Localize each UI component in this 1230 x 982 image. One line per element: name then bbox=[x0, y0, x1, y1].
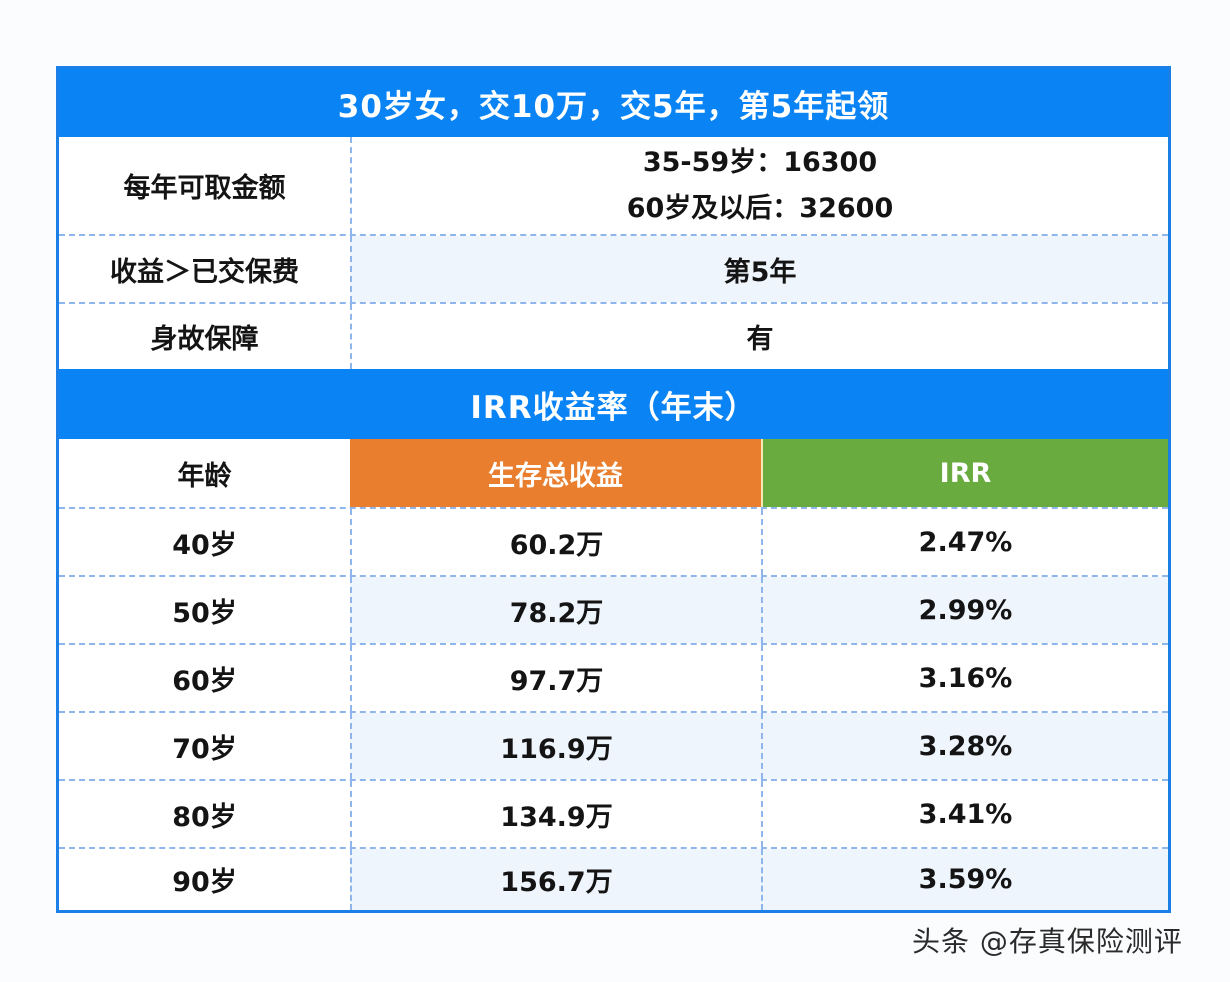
table-row: 70岁 116.9万 3.28% bbox=[59, 711, 1168, 779]
table-row: 40岁 60.2万 2.47% bbox=[59, 507, 1168, 575]
summary-value: 35-59岁：16300 60岁及以后：32600 bbox=[350, 137, 1168, 234]
irr-header-row: 年龄 生存总收益 IRR bbox=[59, 439, 1168, 507]
age-cell: 80岁 bbox=[172, 801, 237, 833]
summary-value: 第5年 bbox=[350, 236, 1168, 302]
summary-label: 收益＞已交保费 bbox=[110, 256, 299, 288]
header-total-return: 生存总收益 bbox=[350, 439, 761, 507]
age-cell: 90岁 bbox=[172, 867, 237, 898]
total-cell: 156.7万 bbox=[350, 849, 761, 910]
summary-row-breakeven: 收益＞已交保费 第5年 bbox=[59, 234, 1168, 302]
watermark: 头条 @存真保险测评 bbox=[912, 925, 1183, 958]
total-cell: 78.2万 bbox=[350, 577, 761, 643]
irr-section-title-text: IRR收益率（年末） bbox=[470, 389, 757, 426]
summary-row-annual-withdrawal: 每年可取金额 35-59岁：16300 60岁及以后：32600 bbox=[59, 137, 1168, 234]
irr-cell: 3.59% bbox=[761, 849, 1168, 910]
total-cell: 60.2万 bbox=[350, 509, 761, 575]
irr-cell: 3.16% bbox=[761, 645, 1168, 711]
header-age: 年龄 bbox=[177, 460, 232, 492]
irr-cell: 2.99% bbox=[761, 577, 1168, 643]
summary-label: 身故保障 bbox=[150, 324, 259, 355]
age-cell: 50岁 bbox=[172, 597, 237, 629]
irr-cell: 2.47% bbox=[761, 509, 1168, 575]
irr-cell: 3.28% bbox=[761, 713, 1168, 779]
summary-label: 每年可取金额 bbox=[123, 173, 286, 204]
irr-cell: 3.41% bbox=[761, 781, 1168, 847]
total-cell: 134.9万 bbox=[350, 781, 761, 847]
table-row: 80岁 134.9万 3.41% bbox=[59, 779, 1168, 847]
total-cell: 116.9万 bbox=[350, 713, 761, 779]
withdrawal-35-59: 35-59岁：16300 bbox=[642, 146, 878, 178]
age-cell: 60岁 bbox=[172, 665, 237, 697]
table-title-text: 30岁女，交10万，交5年，第5年起领 bbox=[337, 88, 890, 125]
table-row: 90岁 156.7万 3.59% bbox=[59, 847, 1168, 910]
table-row: 50岁 78.2万 2.99% bbox=[59, 575, 1168, 643]
summary-row-death-benefit: 身故保障 有 bbox=[59, 302, 1168, 369]
total-cell: 97.7万 bbox=[350, 645, 761, 711]
table-title: 30岁女，交10万，交5年，第5年起领 bbox=[59, 69, 1168, 137]
withdrawal-60-plus: 60岁及以后：32600 bbox=[626, 192, 894, 224]
summary-value: 有 bbox=[350, 304, 1168, 369]
age-cell: 40岁 bbox=[172, 529, 237, 561]
irr-section-title: IRR收益率（年末） bbox=[59, 369, 1168, 439]
header-irr: IRR bbox=[761, 439, 1168, 507]
table-row: 60岁 97.7万 3.16% bbox=[59, 643, 1168, 711]
insurance-table: 30岁女，交10万，交5年，第5年起领 每年可取金额 35-59岁：16300 … bbox=[56, 66, 1171, 913]
age-cell: 70岁 bbox=[172, 733, 237, 765]
